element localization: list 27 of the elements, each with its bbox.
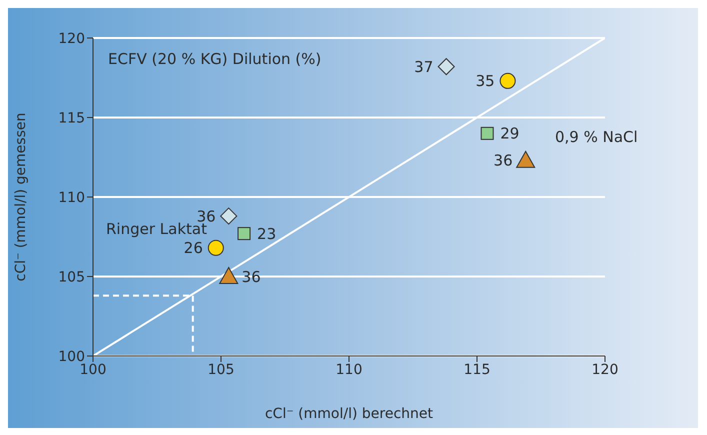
annotation: ECFV (20 % KG) Dilution (%) — [108, 50, 322, 68]
point — [438, 58, 455, 76]
x-tick-label: 115 — [464, 362, 490, 378]
y-tick-label: 120 — [58, 30, 85, 47]
annotation: 36 — [494, 152, 513, 170]
annotation: 35 — [476, 72, 495, 90]
y-tick-label: 110 — [58, 190, 85, 206]
annotation: 0,9 % NaCl — [555, 128, 638, 146]
annotation: 29 — [500, 124, 520, 143]
point — [500, 72, 516, 89]
x-tick-label: 105 — [208, 362, 234, 378]
point — [516, 150, 536, 168]
x-tick-label: 120 — [592, 362, 618, 378]
annotation: 26 — [184, 239, 203, 258]
point — [219, 267, 238, 284]
x-tick-label: 110 — [336, 362, 362, 378]
point — [480, 126, 494, 140]
y-tick-label: 105 — [58, 269, 85, 286]
annotation: 23 — [257, 224, 276, 243]
point — [238, 227, 251, 240]
annotation: 36 — [196, 207, 216, 226]
x-axis-title: cCl⁻ (mmol/l) berechnet — [264, 406, 434, 422]
annotation: 37 — [414, 58, 434, 76]
y-axis-title: cCl⁻ (mmol/l) gemessen — [12, 112, 29, 282]
y-tick-label: 115 — [58, 110, 85, 126]
point — [208, 240, 224, 256]
point — [220, 208, 238, 225]
